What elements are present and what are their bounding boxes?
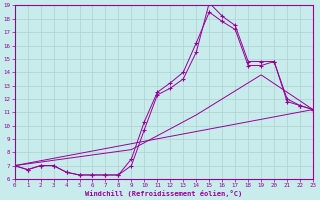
X-axis label: Windchill (Refroidissement éolien,°C): Windchill (Refroidissement éolien,°C) (85, 190, 243, 197)
